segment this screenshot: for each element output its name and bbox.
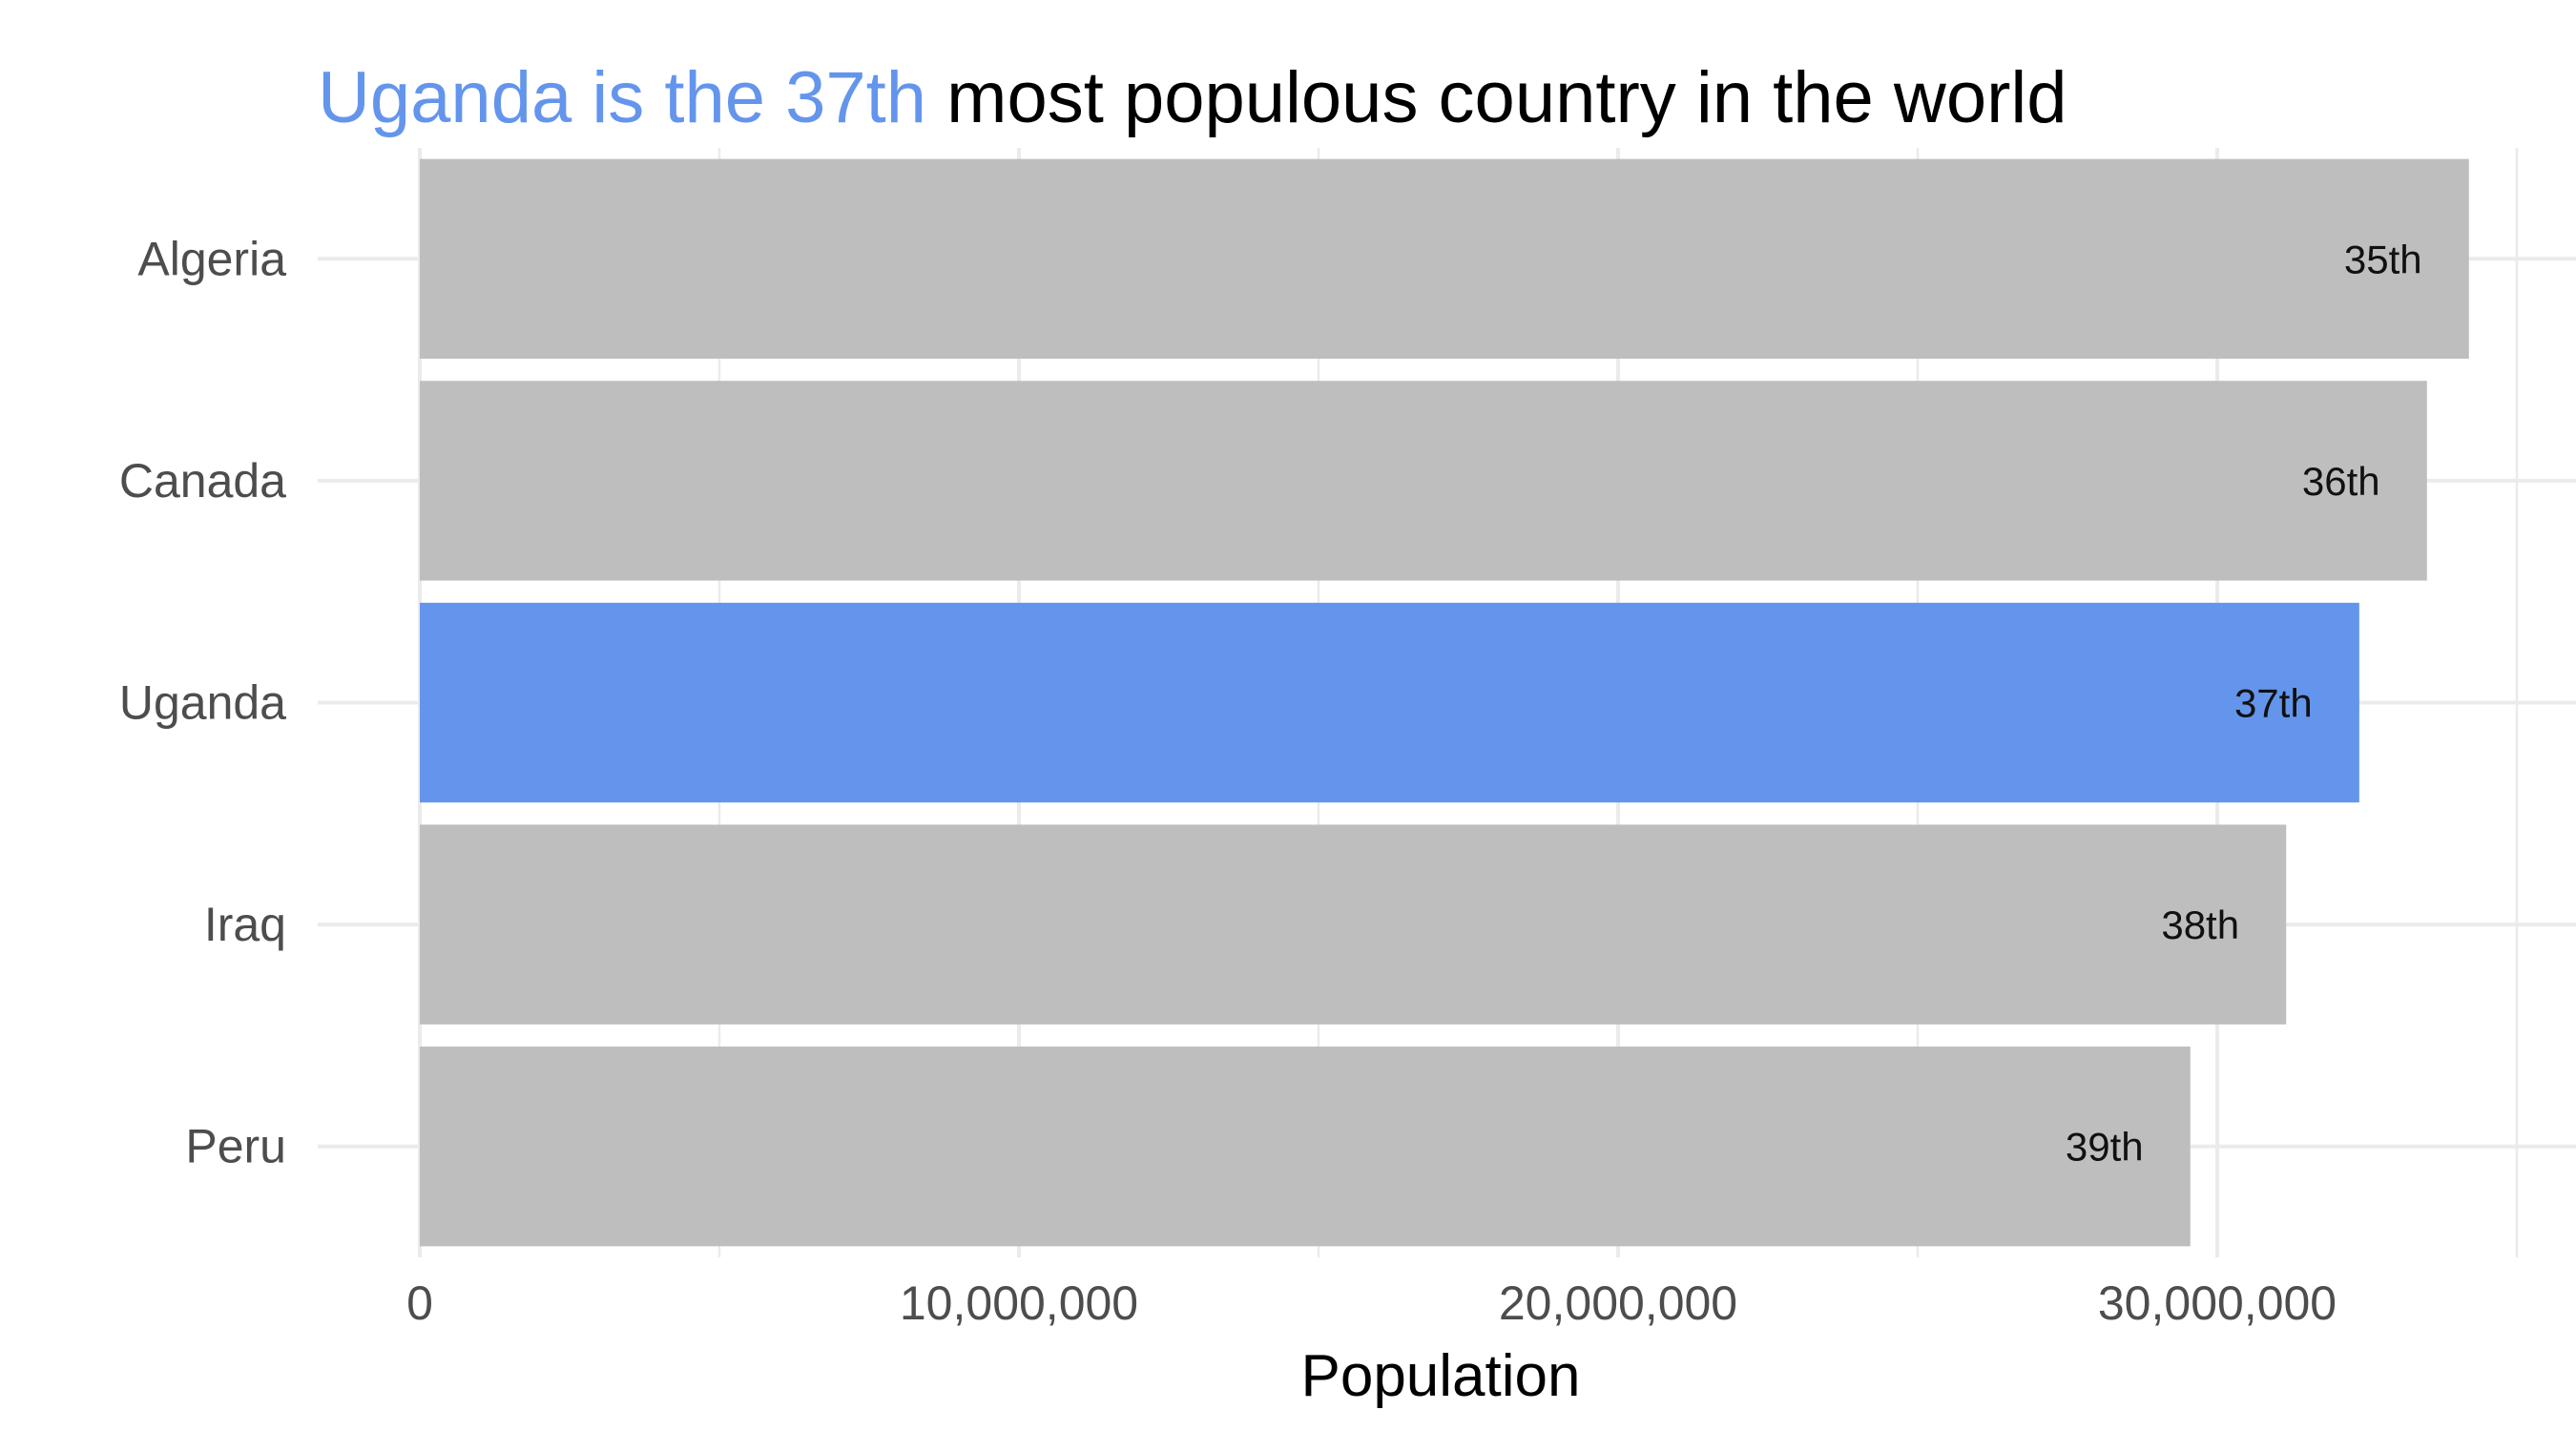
- chart-title: Uganda is the 37th most populous country…: [318, 57, 2067, 138]
- x-tick-labels: 0 10,000,000 20,000,000 30,000,000: [406, 1276, 2337, 1330]
- category-label-canada: Canada: [119, 454, 286, 508]
- x-tick-label: 0: [406, 1276, 433, 1330]
- category-labels: Algeria Canada Uganda Iraq Peru: [119, 232, 286, 1172]
- rank-label-canada: 36th: [2302, 459, 2380, 504]
- x-tick-label: 20,000,000: [1499, 1276, 1737, 1330]
- x-tick-label: 10,000,000: [900, 1276, 1138, 1330]
- category-label-algeria: Algeria: [137, 232, 286, 285]
- bars: [420, 158, 2469, 1247]
- rank-label-algeria: 35th: [2344, 237, 2422, 281]
- x-tick-label: 30,000,000: [2098, 1276, 2337, 1330]
- category-label-uganda: Uganda: [119, 676, 286, 730]
- x-axis-title: Population: [1300, 1343, 1580, 1409]
- bar-uganda: [420, 602, 2359, 803]
- bar-canada: [420, 381, 2427, 581]
- bar-algeria: [420, 158, 2469, 359]
- rank-label-peru: 39th: [2066, 1125, 2144, 1170]
- chart-title-rest: most populous country in the world: [926, 57, 2067, 138]
- rank-label-uganda: 37th: [2234, 681, 2313, 726]
- bar-peru: [420, 1047, 2191, 1247]
- category-label-peru: Peru: [185, 1120, 286, 1173]
- rank-label-iraq: 38th: [2161, 902, 2239, 947]
- category-label-iraq: Iraq: [204, 898, 286, 951]
- bar-iraq: [420, 824, 2287, 1025]
- rank-labels: 35th 36th 37th 38th 39th: [2066, 237, 2422, 1169]
- chart-title-highlight: Uganda is the 37th: [318, 57, 926, 138]
